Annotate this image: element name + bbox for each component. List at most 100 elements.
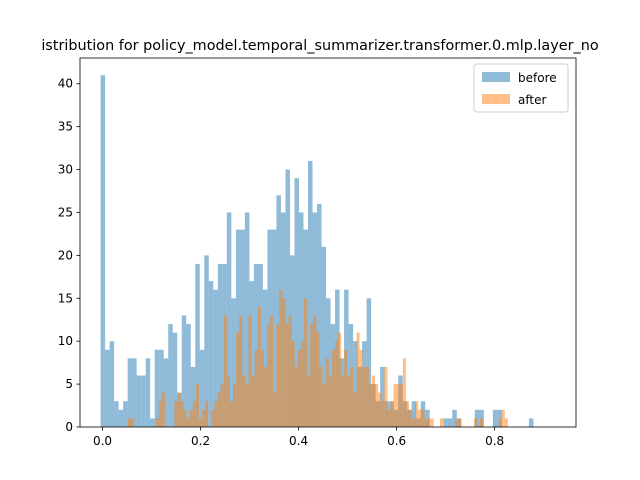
bar-after	[276, 324, 280, 427]
bar-before	[226, 212, 232, 427]
bar-after	[199, 418, 203, 427]
legend-label-before: before	[518, 71, 557, 85]
bar-after	[331, 349, 335, 427]
bar-before	[380, 366, 385, 427]
bar-after	[260, 349, 264, 427]
bar-after	[319, 366, 323, 427]
bar-after	[313, 315, 317, 427]
bar-after	[233, 384, 237, 427]
bar-after	[226, 375, 230, 427]
bar-after	[384, 366, 388, 427]
bar-after	[371, 375, 376, 427]
bar-after	[285, 324, 289, 427]
bar-after	[344, 349, 348, 427]
bar-after	[353, 392, 357, 427]
bar-before	[289, 255, 295, 427]
bar-before	[127, 358, 133, 427]
bar-after	[128, 418, 132, 427]
bar-after	[263, 366, 267, 427]
x-tick-label: 0.6	[387, 434, 406, 448]
bar-after	[338, 332, 342, 427]
bar-before	[150, 418, 155, 427]
legend-swatch-after	[482, 94, 510, 104]
bar-after	[501, 409, 505, 427]
bar-after	[297, 349, 301, 427]
y-tick-label: 35	[58, 120, 73, 134]
bar-after	[288, 315, 292, 427]
x-tick-label: 0.0	[93, 434, 112, 448]
bar-before	[154, 349, 160, 427]
bar-after	[402, 358, 406, 427]
bar-after	[304, 298, 308, 427]
bar-after	[415, 401, 419, 427]
bar-after	[257, 306, 261, 427]
bar-before	[132, 358, 137, 427]
bar-after	[365, 366, 369, 427]
bar-before	[262, 289, 268, 427]
bar-after	[273, 392, 277, 427]
bar-before	[298, 212, 304, 427]
bar-after	[254, 349, 258, 427]
x-tick-label: 0.2	[191, 434, 210, 448]
bar-after	[270, 315, 274, 427]
bar-after	[399, 384, 403, 427]
bar-after	[328, 375, 332, 427]
bar-after	[458, 418, 462, 427]
bar-before	[497, 409, 502, 427]
x-tick-label: 0.8	[485, 434, 504, 448]
legend-label-after: after	[518, 93, 546, 107]
bar-after	[177, 392, 181, 427]
bar-after	[381, 401, 385, 427]
bar-after	[439, 418, 443, 427]
bar-before	[118, 409, 124, 427]
bar-before	[244, 212, 250, 427]
bar-after	[217, 392, 221, 427]
bar-after	[368, 384, 372, 427]
bar-before	[308, 160, 313, 428]
y-tick-label: 40	[58, 77, 73, 91]
bar-after	[174, 401, 178, 427]
bar-after	[480, 418, 484, 427]
bar-before	[285, 169, 290, 427]
bar-after	[180, 401, 184, 427]
y-tick-label: 5	[65, 377, 73, 391]
bar-before	[141, 375, 146, 427]
bar-before	[208, 281, 214, 427]
bar-before	[366, 298, 372, 427]
bar-before	[159, 349, 164, 427]
bar-after	[362, 366, 366, 427]
bar-after	[393, 384, 397, 427]
bar-before	[195, 263, 200, 427]
bar-after	[427, 418, 431, 427]
bar-before	[145, 358, 151, 427]
series-after-bars	[128, 289, 508, 427]
bar-before	[425, 409, 430, 427]
bar-before	[213, 289, 218, 427]
bar-before	[276, 195, 281, 427]
bar-after	[378, 392, 382, 427]
legend-swatch-before	[482, 72, 510, 82]
bar-before	[136, 375, 142, 427]
bar-before	[109, 341, 115, 427]
bar-after	[186, 418, 190, 427]
bar-after	[158, 401, 162, 427]
bar-after	[131, 418, 135, 427]
bar-after	[236, 332, 240, 427]
bar-after	[424, 418, 428, 427]
bar-after	[334, 341, 338, 427]
bar-after	[356, 332, 360, 427]
bar-after	[162, 392, 166, 427]
x-tick-label: 0.4	[289, 434, 308, 448]
bar-before	[474, 409, 480, 427]
bar-after	[390, 401, 394, 427]
bar-after	[322, 384, 326, 427]
bar-after	[307, 375, 311, 427]
bar-after	[205, 401, 209, 427]
bar-after	[195, 384, 200, 427]
bar-before	[452, 409, 457, 427]
bar-before	[186, 324, 191, 427]
bar-after	[347, 375, 351, 427]
bar-before	[235, 229, 241, 427]
bar-after	[350, 366, 354, 427]
